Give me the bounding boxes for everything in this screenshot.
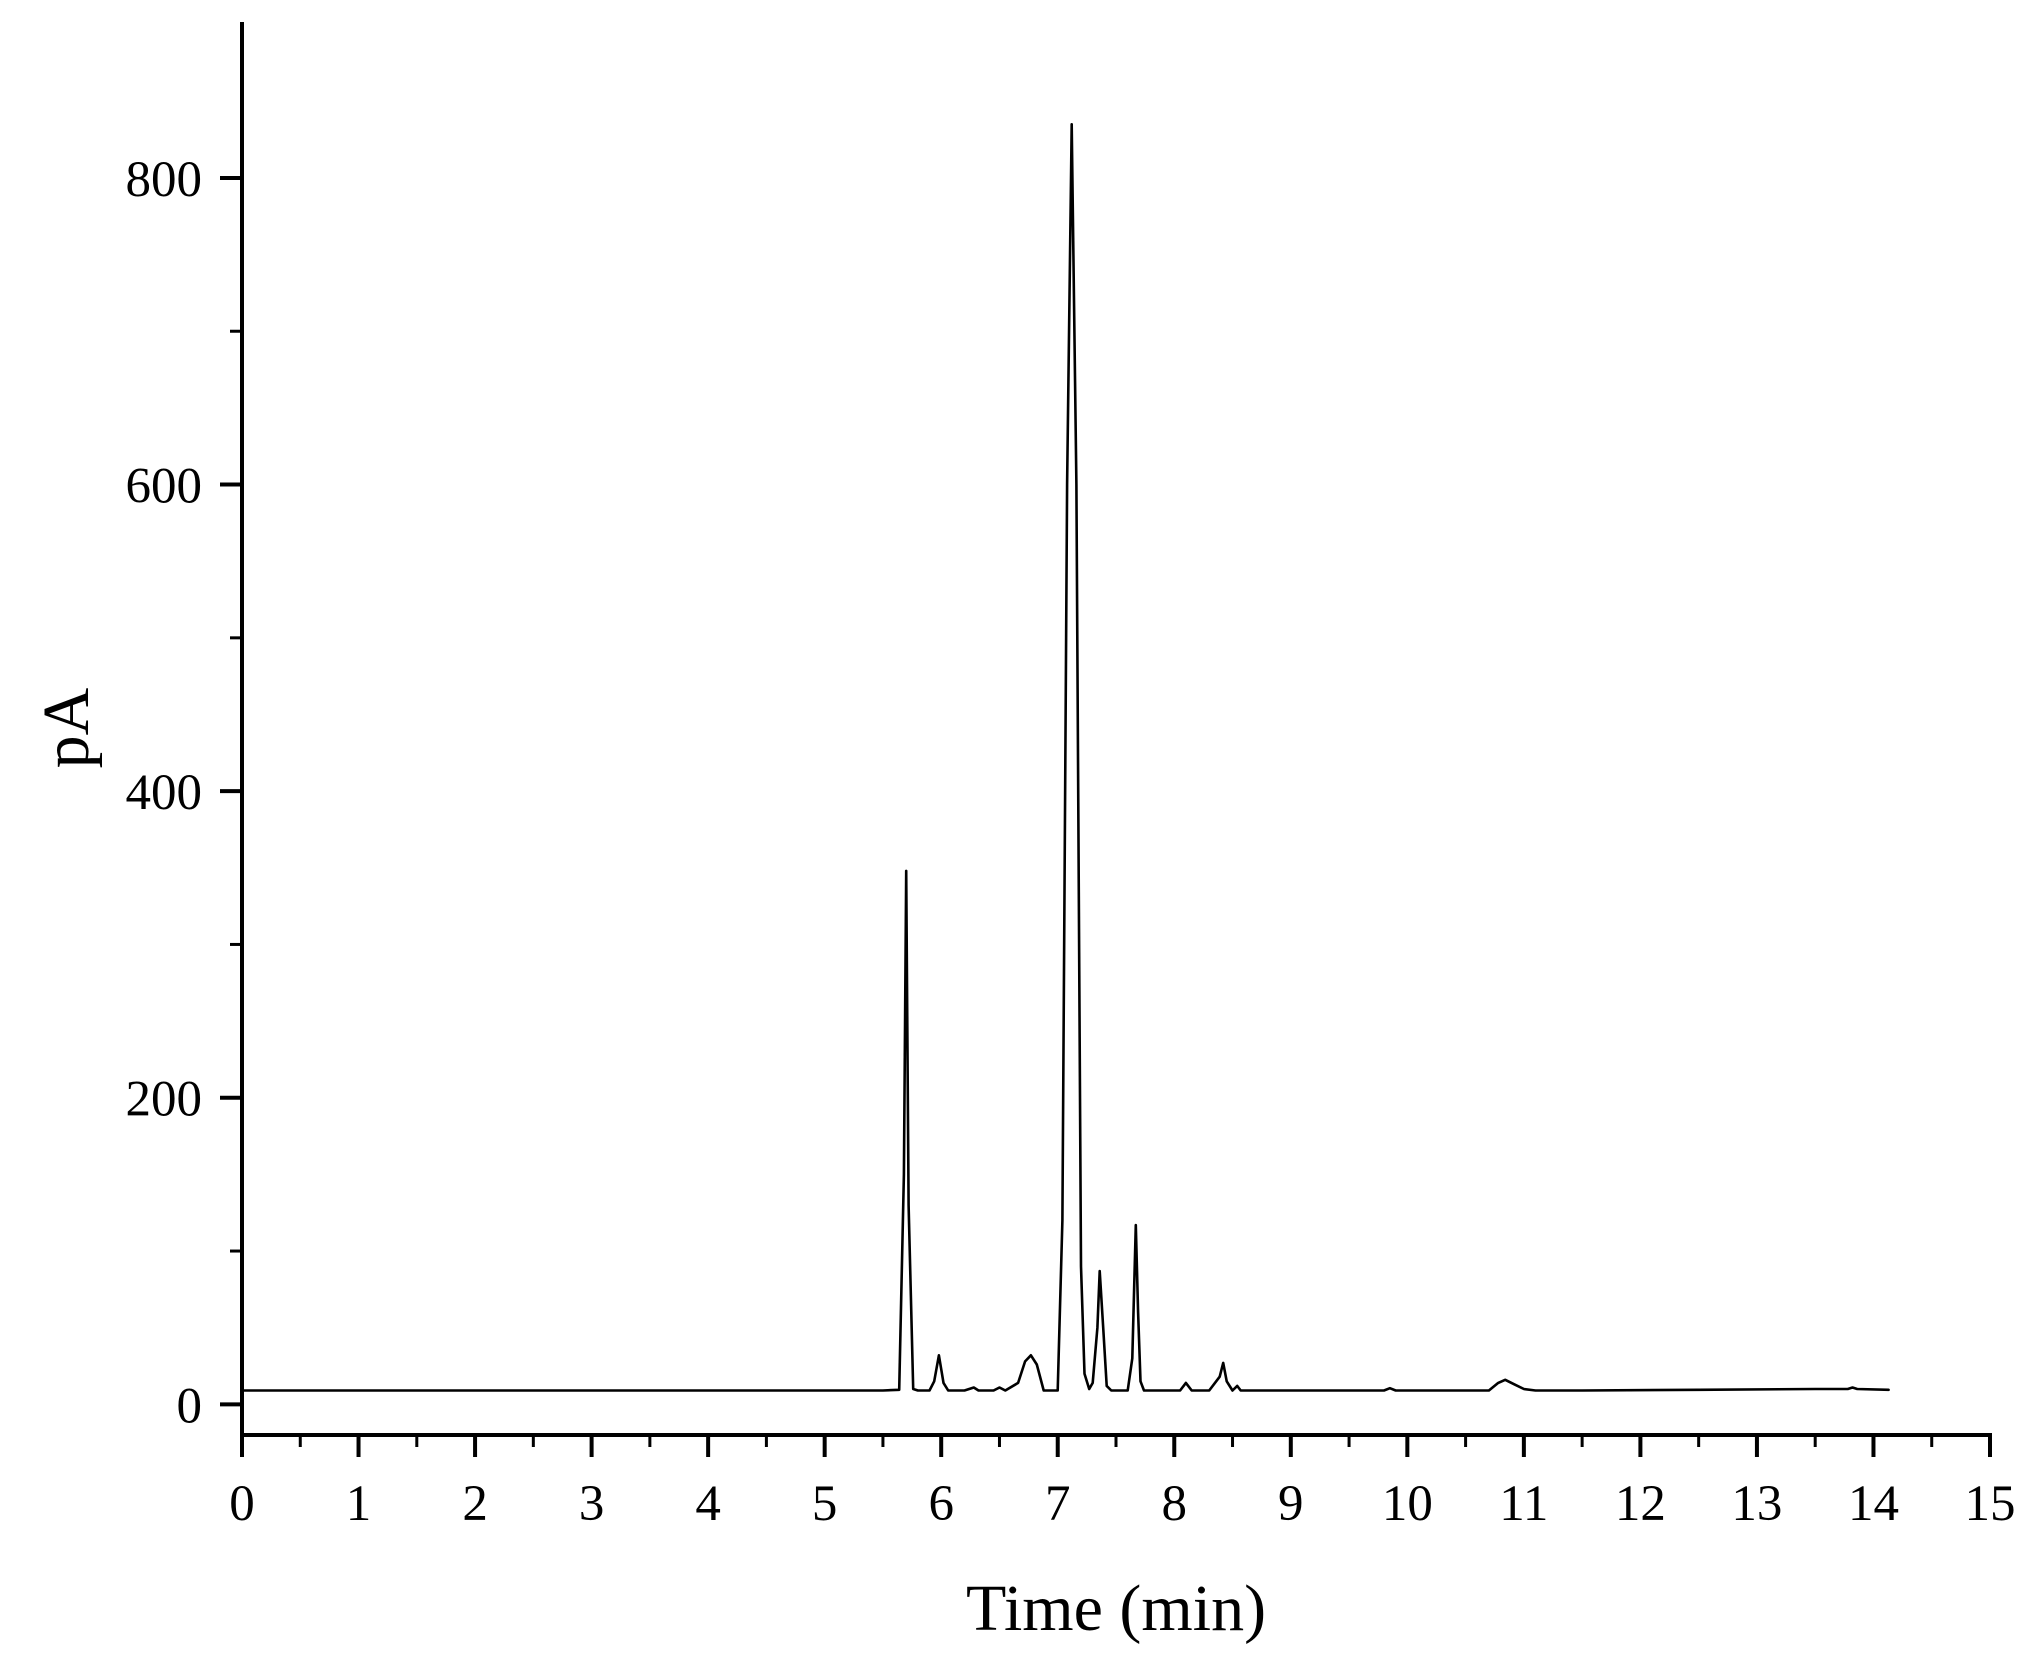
x-axis-ticks: [240, 1435, 1992, 1457]
x-tick-label: 0: [229, 1476, 255, 1532]
x-tick-label: 9: [1278, 1476, 1304, 1532]
axes: [240, 22, 1992, 1437]
plot-series: [240, 123, 1890, 1392]
y-tick-label: 0: [177, 1378, 203, 1434]
y-tick-label: 800: [126, 152, 203, 208]
y-axis-tick-labels: 0 200 400 600 800: [126, 152, 203, 1434]
x-tick-label: 10: [1382, 1476, 1433, 1532]
chromatogram-trace: [240, 123, 1890, 1392]
x-tick-label: 4: [695, 1476, 721, 1532]
y-axis-ticks: [220, 175, 242, 1407]
x-tick-label: 15: [1965, 1476, 2016, 1532]
y-tick-label: 400: [126, 765, 203, 821]
x-tick-label: 8: [1162, 1476, 1188, 1532]
x-tick-label: 14: [1848, 1476, 1899, 1532]
x-tick-label: 6: [928, 1476, 954, 1532]
x-axis-tick-labels: 0 1 2 3 4 5 6 7 8 9 10 11 12 13 14 15: [229, 1476, 2015, 1532]
y-axis-title: pA: [30, 687, 103, 768]
x-tick-label: 12: [1615, 1476, 1666, 1532]
x-tick-label: 1: [346, 1476, 372, 1532]
x-tick-label: 3: [579, 1476, 605, 1532]
x-tick-label: 13: [1731, 1476, 1782, 1532]
x-axis-title: Time (min): [966, 1572, 1266, 1645]
x-tick-label: 5: [812, 1476, 838, 1532]
y-tick-label: 600: [126, 459, 203, 515]
x-tick-label: 2: [462, 1476, 488, 1532]
x-tick-label: 11: [1499, 1476, 1548, 1532]
x-tick-label: 7: [1045, 1476, 1071, 1532]
y-tick-label: 200: [126, 1072, 203, 1128]
